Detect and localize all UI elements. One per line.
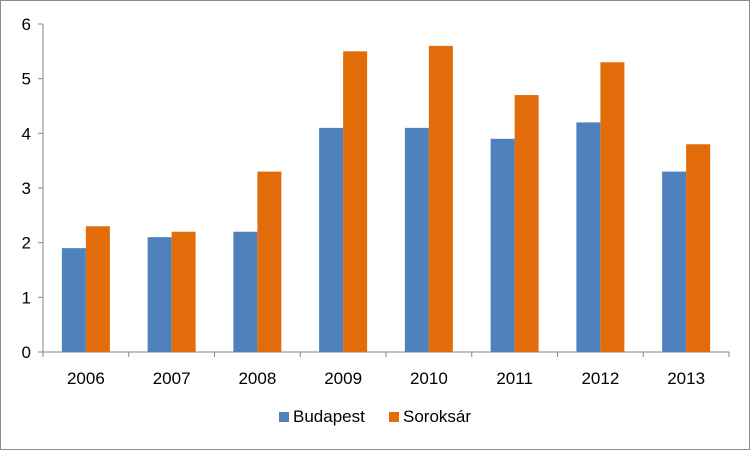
x-tick-label: 2006 bbox=[67, 369, 105, 388]
x-tick-label: 2013 bbox=[667, 369, 705, 388]
bar-budapest-2006 bbox=[61, 248, 86, 352]
x-tick-label: 2011 bbox=[496, 369, 533, 388]
x-tick-label: 2008 bbox=[238, 369, 276, 388]
legend-swatch bbox=[389, 412, 399, 422]
bars bbox=[61, 45, 711, 353]
y-tick-label: 2 bbox=[22, 234, 31, 253]
bar-soroksar-2009 bbox=[343, 51, 368, 352]
y-tick-label: 5 bbox=[22, 70, 31, 89]
legend-label: Budapest bbox=[293, 407, 365, 426]
x-tick-label: 2009 bbox=[324, 369, 362, 388]
y-tick-label: 0 bbox=[22, 343, 31, 362]
legend-swatch bbox=[279, 412, 289, 422]
bar-budapest-2011 bbox=[490, 138, 515, 352]
bar-soroksar-2007 bbox=[171, 231, 196, 352]
y-tick-label: 6 bbox=[22, 15, 31, 34]
x-tick-label: 2012 bbox=[581, 369, 619, 388]
bar-budapest-2010 bbox=[404, 127, 429, 352]
bar-budapest-2009 bbox=[319, 127, 344, 352]
bar-soroksar-2010 bbox=[428, 45, 453, 352]
bar-budapest-2012 bbox=[576, 122, 601, 353]
y-tick-label: 1 bbox=[22, 288, 31, 307]
bar-soroksar-2013 bbox=[686, 144, 711, 352]
x-tick-label: 2010 bbox=[410, 369, 448, 388]
x-tick-label: 2007 bbox=[153, 369, 191, 388]
x-axis: 2006 2007 2008 2009 2010 2011 2012 2013 bbox=[42, 351, 730, 388]
y-axis: 0 1 2 3 4 5 6 bbox=[22, 15, 44, 362]
y-tick-label: 4 bbox=[22, 124, 31, 143]
y-tick-label: 3 bbox=[22, 179, 31, 198]
bar-soroksar-2006 bbox=[85, 226, 110, 352]
legend: Budapest Soroksár bbox=[279, 407, 471, 426]
bar-soroksar-2012 bbox=[600, 62, 625, 353]
bar-soroksar-2008 bbox=[257, 171, 282, 352]
bar-budapest-2008 bbox=[233, 231, 258, 352]
bar-budapest-2013 bbox=[662, 171, 687, 352]
bar-budapest-2007 bbox=[147, 237, 172, 352]
bar-soroksar-2011 bbox=[514, 95, 539, 353]
legend-label: Soroksár bbox=[403, 407, 471, 426]
